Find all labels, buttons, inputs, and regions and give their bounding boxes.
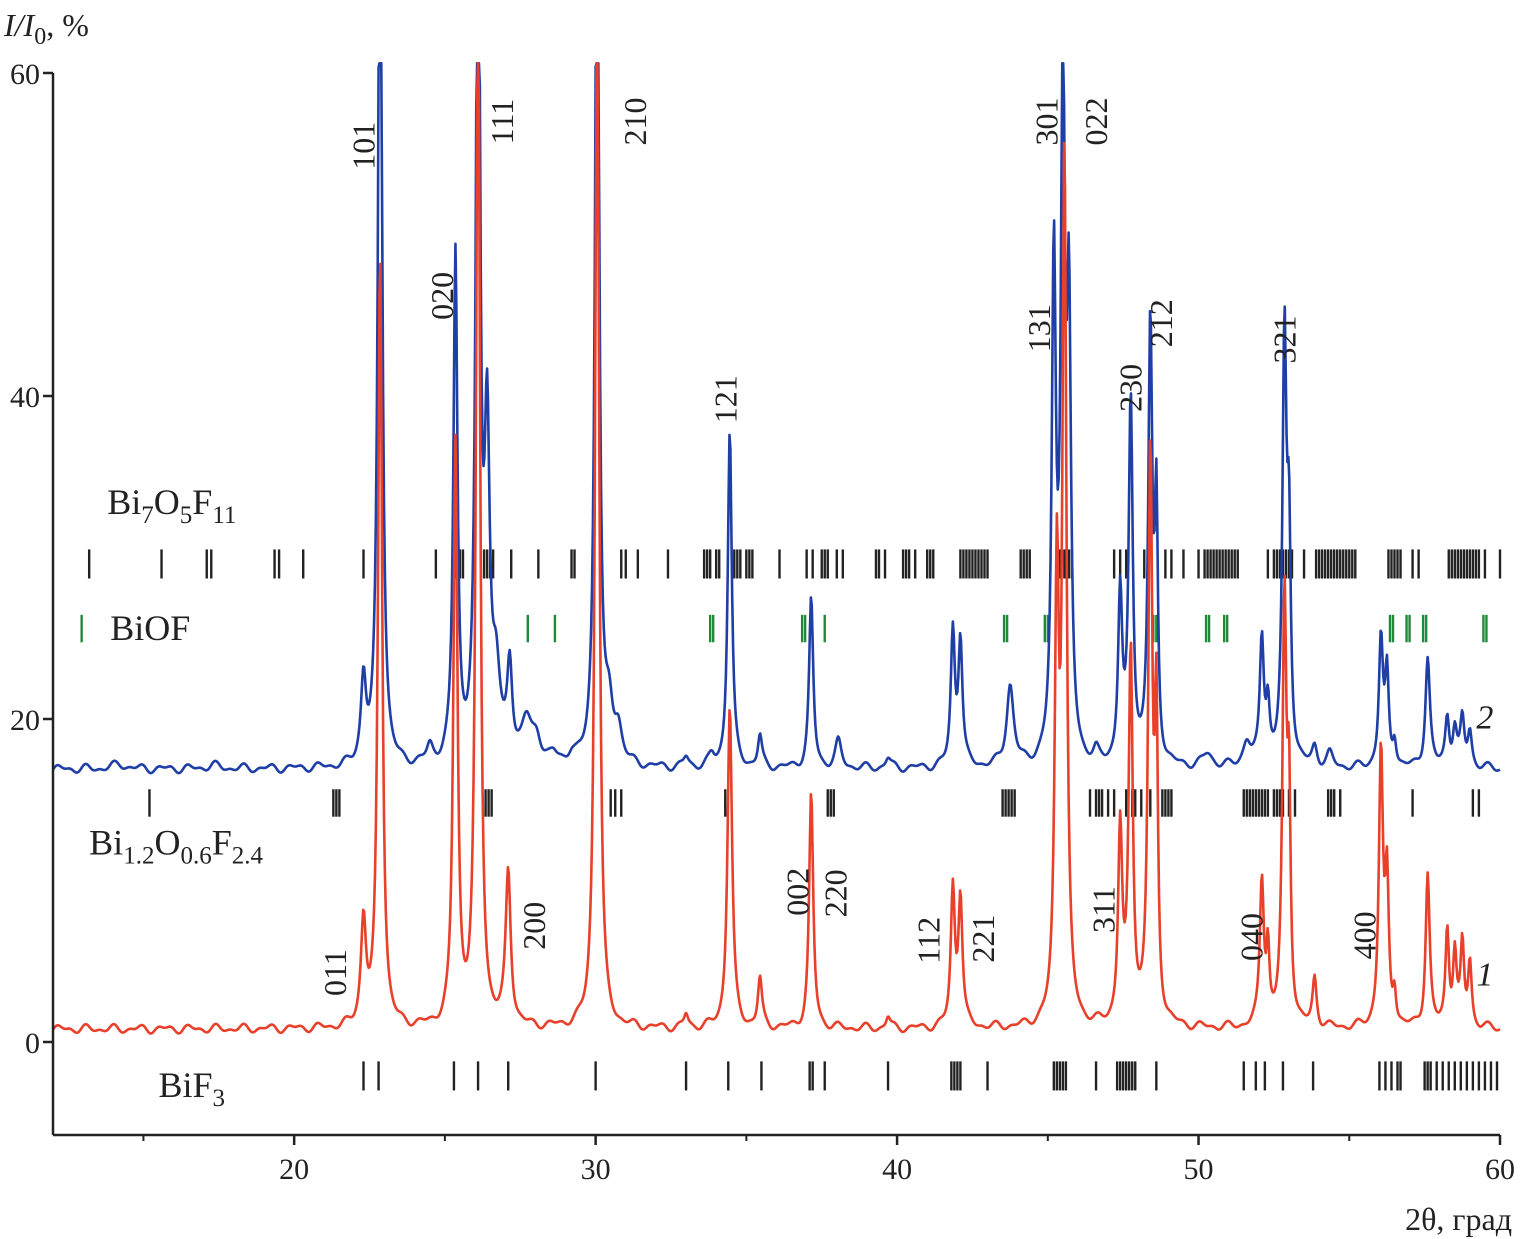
- hkl-label: 022: [1078, 98, 1114, 146]
- hkl-label: 011: [317, 949, 353, 996]
- y-tick-label: 40: [10, 381, 40, 414]
- diffraction-curves: [51, 62, 1501, 1035]
- phase-label: BiOF: [110, 608, 190, 648]
- reference-pattern-1: [87, 549, 1502, 579]
- phase-label-part: O: [154, 823, 180, 863]
- x-axis-label: 2θ, град: [1405, 1201, 1512, 1237]
- x-tick-label: 50: [1184, 1153, 1214, 1186]
- phase-label-part: 5: [180, 502, 193, 529]
- phase-label-part: 3: [213, 1085, 226, 1112]
- phase-label: Bi1.2O0.6F2.4: [89, 823, 263, 870]
- phase-label-part: BiOF: [110, 608, 190, 648]
- hkl-label: 002: [780, 868, 816, 916]
- hkl-label: 221: [965, 915, 1001, 963]
- curve-label-1: 1: [1476, 956, 1493, 993]
- x-tick-label: 20: [279, 1153, 309, 1186]
- hkl-label: 101: [346, 122, 382, 170]
- phase-label-part: O: [154, 482, 180, 522]
- phase-label-part: Bi: [107, 482, 141, 522]
- hkl-label: 301: [1028, 98, 1064, 146]
- hkl-label: 321: [1267, 316, 1303, 364]
- x-tick-label: 30: [581, 1153, 611, 1186]
- phase-label-part: 1.2: [123, 843, 154, 870]
- phase-label-part: Bi: [89, 823, 123, 863]
- phase-label-part: 2.4: [232, 843, 264, 870]
- phase-label-part: 11: [212, 502, 236, 529]
- phase-label-part: F: [192, 482, 212, 522]
- hkl-label: 230: [1113, 364, 1149, 412]
- y-tick-label: 20: [10, 704, 40, 737]
- curve-label-2: 2: [1476, 700, 1493, 737]
- x-tick-label: 60: [1485, 1153, 1515, 1186]
- hkl-label: 131: [1021, 304, 1057, 352]
- hkl-label: 311: [1086, 886, 1122, 933]
- reference-pattern-4: [362, 1061, 1499, 1091]
- y-axis-label-part: , %: [46, 7, 89, 43]
- phase-label: BiF3: [159, 1065, 226, 1112]
- hkl-label: 212: [1143, 299, 1179, 347]
- reference-pattern-2: [80, 614, 1488, 643]
- reference-patterns: [80, 549, 1502, 1091]
- y-axis-label: I/I0, %: [3, 7, 89, 50]
- phase-label-part: 0.6: [180, 843, 211, 870]
- hkl-label: 112: [911, 917, 947, 964]
- y-tick-label: 60: [10, 58, 40, 91]
- axes: [43, 71, 1502, 1145]
- hkl-label: 200: [516, 902, 552, 950]
- y-tick-label: 0: [25, 1027, 40, 1060]
- hkl-label: 040: [1233, 913, 1269, 961]
- x-tick-label: 40: [882, 1153, 912, 1186]
- hkl-label: 111: [484, 99, 520, 145]
- phase-label-part: BiF: [159, 1065, 213, 1105]
- reference-pattern-3: [148, 789, 1481, 817]
- hkl-label: 210: [617, 98, 653, 146]
- hkl-label: 121: [707, 375, 743, 423]
- series-line-2: [51, 62, 1501, 775]
- phase-label: Bi7O5F11: [107, 482, 236, 529]
- hkl-label: 400: [1346, 911, 1382, 959]
- phase-label-part: F: [212, 823, 232, 863]
- hkl-label: 220: [817, 869, 853, 917]
- hkl-label: 020: [424, 272, 460, 320]
- labels: Bi7O5F11BiOFBi1.2O0.6F2.4BiF321020406020…: [3, 7, 1515, 1237]
- y-axis-label-part: 0: [34, 24, 46, 50]
- series-line-1: [51, 62, 1501, 1035]
- phase-label-part: 7: [141, 502, 154, 529]
- y-axis-label-part: I/I: [3, 7, 36, 43]
